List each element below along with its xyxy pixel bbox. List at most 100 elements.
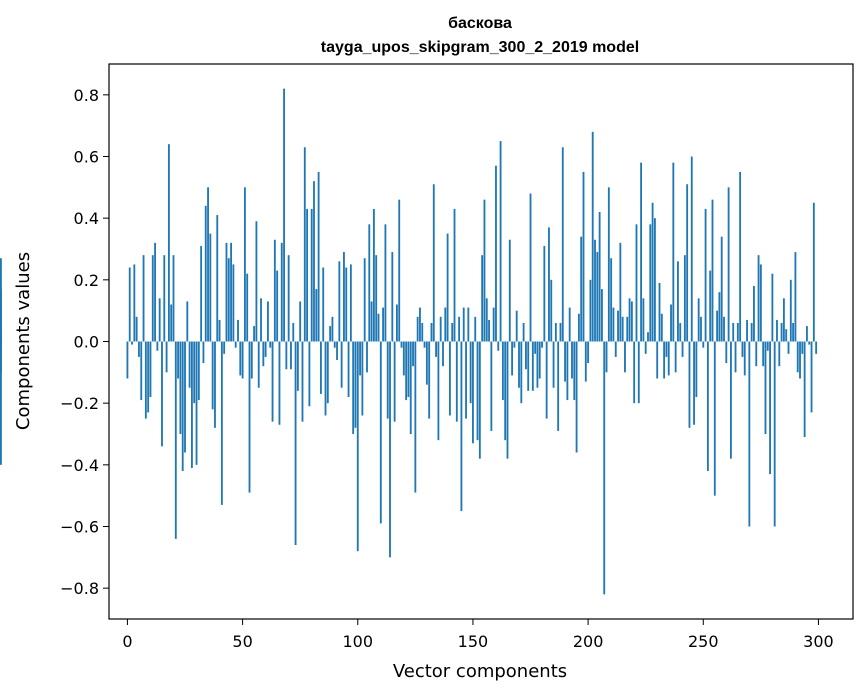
bar bbox=[361, 341, 364, 416]
bar bbox=[128, 267, 131, 342]
bar bbox=[559, 323, 562, 342]
bar bbox=[458, 316, 461, 342]
bar bbox=[591, 131, 594, 342]
bar bbox=[220, 341, 223, 505]
x-tick-label: 200 bbox=[573, 632, 604, 651]
bar bbox=[651, 202, 654, 342]
bar bbox=[131, 341, 133, 345]
bar bbox=[773, 341, 776, 527]
bar bbox=[649, 224, 652, 342]
bar bbox=[674, 341, 677, 373]
bar bbox=[149, 341, 152, 397]
bar bbox=[709, 270, 712, 342]
bar bbox=[478, 341, 481, 459]
bar bbox=[730, 341, 732, 459]
bar bbox=[580, 236, 583, 342]
bar bbox=[637, 341, 640, 404]
bar bbox=[296, 341, 299, 391]
bar bbox=[331, 316, 334, 342]
y-tick-label: −0.8 bbox=[60, 579, 99, 598]
bar bbox=[421, 323, 424, 342]
bar bbox=[299, 301, 302, 342]
bar bbox=[167, 144, 170, 342]
bar bbox=[465, 341, 467, 419]
bar bbox=[181, 341, 184, 471]
bar bbox=[803, 341, 806, 438]
bar bbox=[621, 316, 624, 342]
bar bbox=[626, 316, 629, 342]
bar bbox=[492, 307, 495, 342]
bar bbox=[423, 341, 426, 348]
bar bbox=[495, 165, 497, 342]
bar bbox=[283, 88, 285, 342]
bar bbox=[200, 245, 203, 342]
bar bbox=[789, 279, 792, 342]
bar bbox=[0, 341, 2, 465]
bar bbox=[584, 341, 587, 382]
bar bbox=[619, 242, 622, 342]
bar bbox=[665, 341, 668, 357]
bar bbox=[527, 341, 530, 391]
bar bbox=[264, 341, 267, 357]
bar bbox=[416, 316, 419, 342]
bar bbox=[133, 264, 136, 342]
x-axis-label: Vector components bbox=[393, 661, 567, 682]
bar bbox=[808, 341, 811, 345]
bar bbox=[792, 323, 795, 342]
bar bbox=[188, 341, 191, 388]
bar bbox=[513, 341, 516, 348]
bar bbox=[315, 289, 318, 342]
bar bbox=[425, 341, 428, 385]
bar bbox=[430, 323, 433, 342]
bar bbox=[587, 341, 590, 364]
bar bbox=[389, 341, 391, 558]
bar bbox=[642, 298, 645, 342]
bar bbox=[720, 236, 723, 342]
bar bbox=[432, 184, 435, 342]
bar bbox=[610, 258, 613, 342]
bar bbox=[771, 273, 774, 342]
bar bbox=[601, 289, 603, 342]
bar bbox=[405, 341, 408, 401]
bar bbox=[448, 341, 451, 416]
bar bbox=[785, 329, 788, 342]
bar bbox=[759, 264, 762, 342]
bar bbox=[345, 267, 348, 342]
bar bbox=[151, 255, 154, 342]
bar bbox=[333, 341, 336, 348]
bar bbox=[301, 341, 304, 422]
bar bbox=[757, 255, 760, 342]
bar bbox=[617, 310, 619, 342]
y-tick-label: 0.2 bbox=[74, 271, 99, 290]
bar bbox=[543, 245, 546, 342]
bar bbox=[170, 304, 173, 342]
bar bbox=[239, 341, 242, 376]
bar bbox=[165, 341, 168, 373]
bar bbox=[501, 341, 504, 401]
y-tick-label: 0.4 bbox=[74, 209, 99, 228]
bar bbox=[706, 341, 709, 471]
bar bbox=[197, 341, 200, 401]
bar bbox=[322, 267, 325, 342]
y-axis-label: Components values bbox=[13, 252, 34, 430]
bar bbox=[704, 208, 707, 342]
bar bbox=[647, 332, 649, 342]
bar bbox=[366, 341, 368, 373]
bar bbox=[303, 147, 306, 342]
bar bbox=[460, 341, 463, 512]
bar bbox=[349, 264, 352, 342]
bar bbox=[736, 323, 739, 342]
bar bbox=[329, 326, 332, 342]
x-tick-label: 250 bbox=[688, 632, 719, 651]
y-tick-label: 0.8 bbox=[74, 86, 99, 105]
bar bbox=[326, 341, 329, 404]
bar bbox=[635, 224, 638, 342]
bar bbox=[522, 323, 525, 342]
bar bbox=[702, 341, 705, 348]
bar bbox=[237, 319, 239, 342]
bars-group bbox=[0, 88, 818, 595]
bar bbox=[227, 258, 230, 342]
bar bbox=[753, 286, 755, 342]
bar bbox=[214, 341, 216, 428]
bar bbox=[172, 255, 175, 342]
